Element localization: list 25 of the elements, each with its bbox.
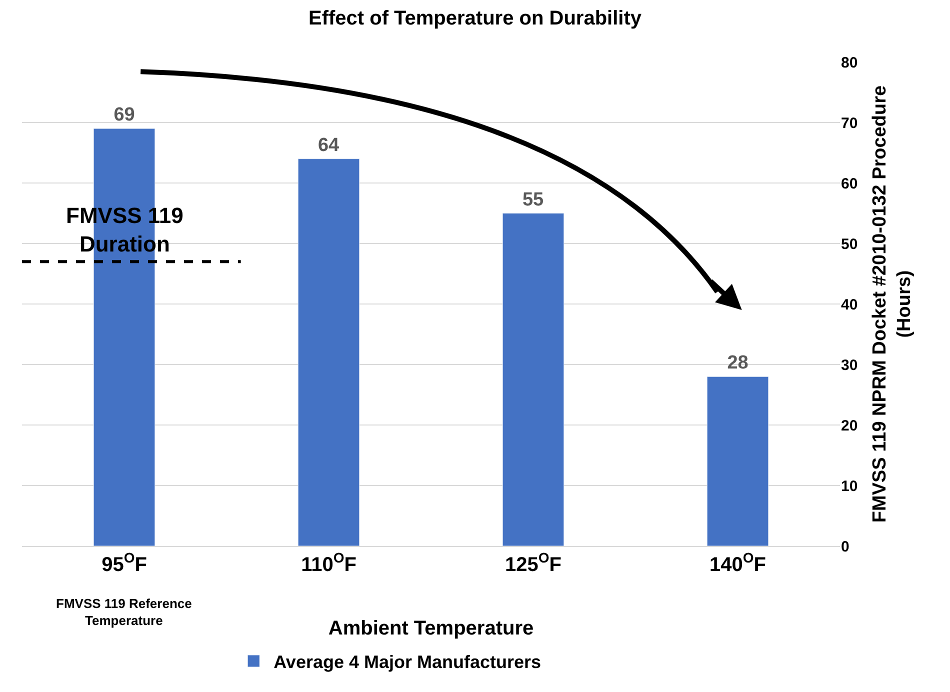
bar <box>298 158 360 546</box>
data-label: 28 <box>727 352 748 374</box>
x-tick-label: 95$^{O}$F <box>102 550 147 576</box>
y-tick-label: 30 <box>841 356 858 374</box>
x-tick-label: 140$^{O}$F <box>710 550 766 576</box>
data-label: 55 <box>522 189 544 210</box>
bar <box>502 213 564 546</box>
x-axis-title: Ambient Temperature <box>328 618 534 640</box>
chart-title: Effect of Temperature on Durability <box>308 7 642 30</box>
y-tick-label: 40 <box>841 296 858 314</box>
text: FMVSS 119 Reference Temperature <box>56 596 192 628</box>
data-label: 64 <box>318 134 340 156</box>
x-tick-label: 125$^{O}$F <box>505 550 562 576</box>
y-tick-label: 10 <box>841 478 858 495</box>
data-label: 69 <box>114 104 135 126</box>
y-tick-label: 80 <box>841 54 858 72</box>
y-tick-label: 60 <box>841 175 858 192</box>
y-tick-label: 0 <box>841 538 850 556</box>
y-tick-label: 50 <box>841 236 858 253</box>
y-tick-label: 20 <box>841 417 858 434</box>
y-tick-label: 70 <box>841 114 858 132</box>
legend-label: Average 4 Major Manufacturers <box>274 652 542 672</box>
x-tick-label: 110$^{O}$F <box>301 550 356 576</box>
y-axis-title: FMVSS 119 NPRM Docket #2010-0132 Procedure (Hours) <box>869 85 916 523</box>
bar <box>706 376 769 546</box>
